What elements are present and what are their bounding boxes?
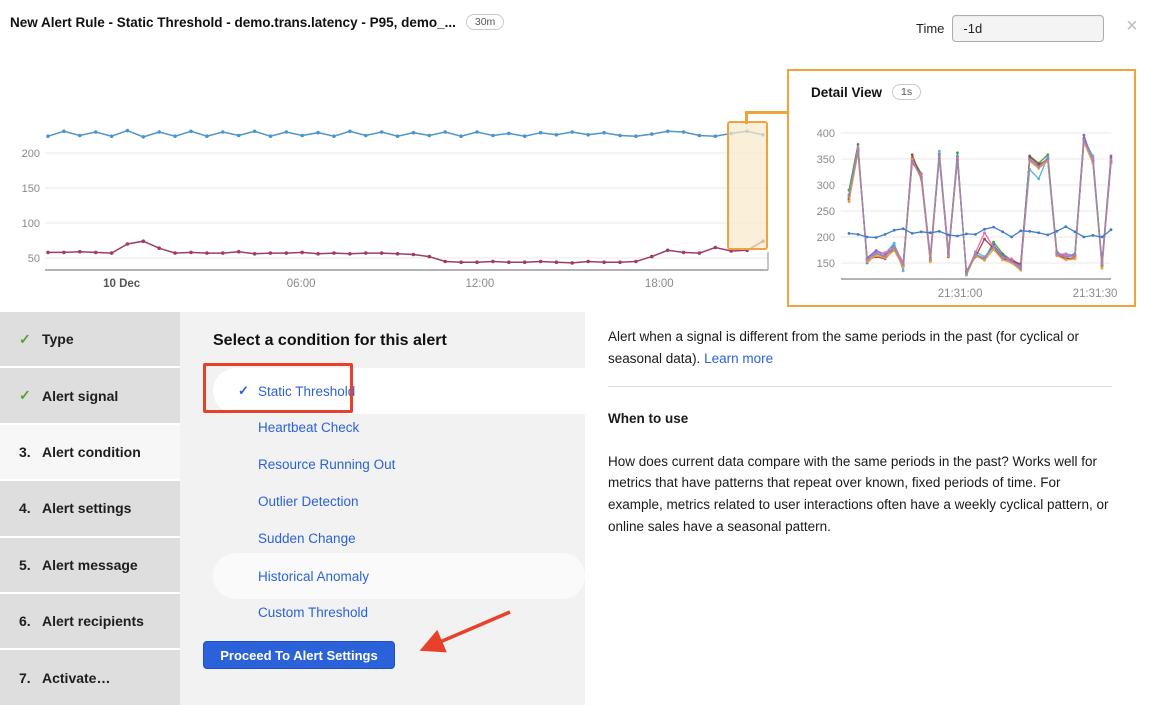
step-number: 3.: [19, 443, 31, 460]
sidebar-item-alert-settings[interactable]: 4. Alert settings: [0, 481, 180, 536]
close-icon[interactable]: ×: [1126, 15, 1138, 37]
step-number: 6.: [19, 613, 31, 630]
sidebar-item-type[interactable]: ✓ Type: [0, 312, 180, 367]
detail-resolution-badge: 1s: [892, 84, 922, 100]
check-icon: ✓: [19, 387, 31, 404]
learn-more-link[interactable]: Learn more: [704, 350, 774, 366]
svg-text:200: 200: [22, 148, 40, 160]
help-intro: Alert when a signal is different from th…: [608, 326, 1112, 369]
sidebar-item-label: Type: [42, 331, 74, 348]
sidebar-item-label: Alert signal: [42, 387, 119, 404]
sidebar-item-alert-message[interactable]: 5. Alert message: [0, 537, 180, 592]
sidebar-item-label: Alert condition: [42, 443, 141, 460]
sidebar-item-label: Activate…: [42, 669, 111, 686]
svg-text:150: 150: [817, 258, 835, 270]
step-number: 4.: [19, 500, 31, 517]
condition-heading: Select a condition for this alert: [213, 332, 447, 349]
sidebar-item-label: Alert settings: [42, 500, 132, 517]
overview-latency-chart[interactable]: 200 150 100 50 10 Dec 06:00 12:00 18:00: [0, 98, 790, 303]
condition-label: Historical Anomaly: [258, 568, 370, 584]
svg-text:10 Dec: 10 Dec: [103, 278, 141, 290]
help-subheading: When to use: [608, 411, 689, 427]
svg-text:06:00: 06:00: [287, 278, 316, 290]
condition-panel: Select a condition for this alert ✓ Stat…: [180, 312, 585, 705]
svg-text:200: 200: [817, 232, 835, 244]
detail-view-panel: 400 350 300 250 200 150 21:31:00 21:31:30 Detai…: [787, 69, 1136, 307]
time-control: Time: [916, 15, 1105, 42]
help-body: How does current data compare with the s…: [608, 453, 1109, 534]
proceed-to-alert-settings-button[interactable]: Proceed To Alert Settings: [203, 641, 395, 669]
sidebar-item-activate[interactable]: 7. Activate…: [0, 650, 180, 705]
sidebar-item-label: Alert message: [42, 556, 138, 573]
step-number: 5.: [19, 556, 31, 573]
step-number: 7.: [19, 669, 31, 686]
svg-text:12:00: 12:00: [465, 278, 494, 290]
condition-item-sudden-change[interactable]: Sudden Change: [213, 520, 585, 557]
condition-item-heartbeat-check[interactable]: Heartbeat Check: [213, 409, 585, 446]
resolution-badge: 30m: [465, 14, 505, 30]
svg-text:350: 350: [817, 154, 835, 166]
condition-item-historical-anomaly[interactable]: Historical Anomaly: [213, 553, 585, 599]
detail-view-title: Detail View: [811, 84, 883, 100]
time-range-input[interactable]: [952, 15, 1105, 42]
svg-text:21:31:00: 21:31:00: [938, 288, 983, 300]
sidebar-item-alert-condition[interactable]: 3. Alert condition: [0, 424, 180, 480]
sidebar-item-alert-recipients[interactable]: 6. Alert recipients: [0, 593, 180, 649]
condition-help-panel: Alert when a signal is different from th…: [585, 312, 1152, 705]
svg-text:300: 300: [817, 180, 835, 192]
svg-text:100: 100: [22, 218, 40, 230]
condition-item-custom-threshold[interactable]: Custom Threshold: [213, 594, 585, 631]
page-title: New Alert Rule - Static Threshold - demo…: [10, 14, 505, 30]
svg-text:21:31:30: 21:31:30: [1073, 288, 1118, 300]
condition-item-outlier-detection[interactable]: Outlier Detection: [213, 483, 585, 520]
svg-text:18:00: 18:00: [645, 278, 674, 290]
divider: [608, 386, 1112, 388]
detail-connector-line: [745, 111, 748, 124]
check-icon: ✓: [19, 330, 31, 347]
condition-label: Resource Running Out: [258, 457, 396, 472]
time-label: Time: [916, 21, 945, 36]
sidebar-item-alert-signal[interactable]: ✓ Alert signal: [0, 368, 180, 423]
condition-item-resource-running-out[interactable]: Resource Running Out: [213, 446, 585, 483]
condition-item-static-threshold[interactable]: ✓ Static Threshold: [213, 368, 585, 414]
wizard-steps-sidebar: ✓ Type ✓ Alert signal 3. Alert condition…: [0, 312, 180, 705]
svg-text:250: 250: [817, 206, 835, 218]
condition-label: Static Threshold: [258, 383, 356, 399]
condition-label: Sudden Change: [258, 531, 356, 546]
svg-text:150: 150: [22, 183, 40, 195]
svg-text:50: 50: [28, 253, 40, 265]
detail-view-header: Detail View 1s: [811, 84, 922, 100]
sidebar-item-label: Alert recipients: [42, 613, 144, 630]
help-intro-text: Alert when a signal is different from th…: [608, 329, 1079, 366]
detail-connector-line: [745, 111, 789, 114]
page-title-text: New Alert Rule - Static Threshold - demo…: [10, 14, 456, 30]
svg-text:400: 400: [817, 128, 835, 140]
detail-view-chart[interactable]: 400 350 300 250 200 150 21:31:00 21:31:30: [789, 71, 1133, 304]
condition-label: Custom Threshold: [258, 605, 369, 620]
condition-label: Outlier Detection: [258, 494, 359, 509]
check-icon: ✓: [238, 383, 249, 398]
detail-region-highlight[interactable]: [727, 121, 768, 250]
condition-label: Heartbeat Check: [258, 420, 360, 435]
